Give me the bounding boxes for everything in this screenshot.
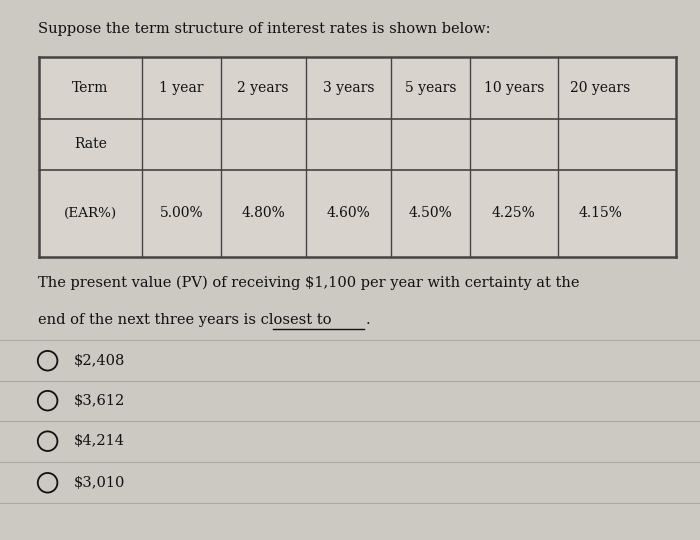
Text: $3,010: $3,010 xyxy=(74,476,125,490)
Text: (EAR%): (EAR%) xyxy=(64,207,117,220)
Text: Term: Term xyxy=(72,81,108,94)
Text: 1 year: 1 year xyxy=(159,81,204,94)
Text: Rate: Rate xyxy=(74,138,106,151)
Ellipse shape xyxy=(38,351,57,370)
Text: 4.60%: 4.60% xyxy=(327,206,370,220)
Text: 10 years: 10 years xyxy=(484,81,544,94)
Text: Suppose the term structure of interest rates is shown below:: Suppose the term structure of interest r… xyxy=(38,22,491,36)
Text: $3,612: $3,612 xyxy=(74,394,125,408)
Text: $4,214: $4,214 xyxy=(74,434,125,448)
Text: 4.80%: 4.80% xyxy=(241,206,285,220)
Text: 3 years: 3 years xyxy=(323,81,374,94)
Text: .: . xyxy=(366,313,371,327)
Text: 4.50%: 4.50% xyxy=(409,206,452,220)
Text: 20 years: 20 years xyxy=(570,81,631,94)
Text: end of the next three years is closest to: end of the next three years is closest t… xyxy=(38,313,332,327)
Text: $2,408: $2,408 xyxy=(74,354,125,368)
Ellipse shape xyxy=(38,431,57,451)
Text: 2 years: 2 years xyxy=(237,81,289,94)
Text: 5.00%: 5.00% xyxy=(160,206,203,220)
Text: 4.15%: 4.15% xyxy=(578,206,622,220)
Text: The present value (PV) of receiving $1,100 per year with certainty at the: The present value (PV) of receiving $1,1… xyxy=(38,275,580,290)
Text: 4.25%: 4.25% xyxy=(492,206,536,220)
Ellipse shape xyxy=(38,473,57,492)
Bar xyxy=(38,57,676,256)
Ellipse shape xyxy=(38,391,57,410)
Text: 5 years: 5 years xyxy=(405,81,456,94)
